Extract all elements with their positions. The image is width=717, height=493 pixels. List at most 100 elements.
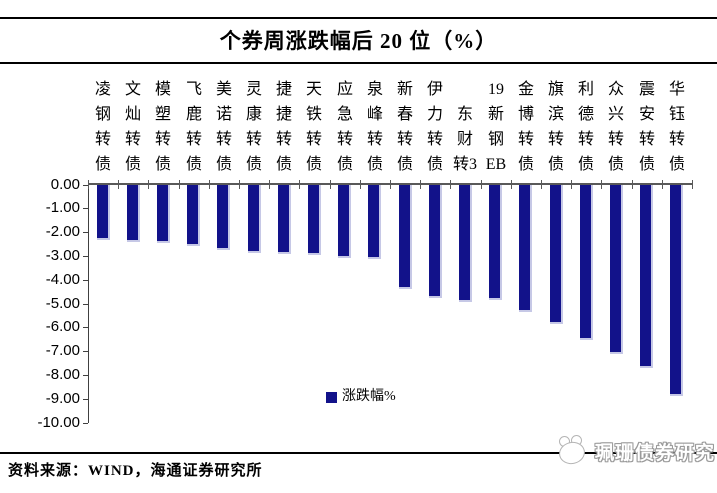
category-label-char: 美 bbox=[215, 81, 232, 98]
figure-bottom-border bbox=[0, 452, 717, 454]
category-label-char: 债 bbox=[366, 156, 383, 173]
category-label-char: 伊 bbox=[426, 81, 443, 98]
category-label-char: 转 bbox=[336, 131, 353, 148]
category-label-char: 诺 bbox=[215, 106, 232, 123]
category-label-char: 钢 bbox=[487, 131, 504, 148]
category-label: 19 新钢 EB bbox=[481, 76, 511, 177]
y-tick-label: 0.00 bbox=[50, 176, 80, 193]
category-label-char: 债 bbox=[517, 156, 534, 173]
category-label-char: 19 bbox=[488, 81, 504, 98]
y-axis-tick bbox=[83, 399, 88, 400]
category-label-char: 债 bbox=[336, 156, 353, 173]
category-label-char: 债 bbox=[607, 156, 624, 173]
title-box-bottom-border bbox=[0, 62, 717, 64]
y-tick-label: -10.00 bbox=[37, 414, 80, 431]
category-label: 金博转债 bbox=[511, 76, 541, 177]
category-label-char: 债 bbox=[215, 156, 232, 173]
watermark-logo: 珮珊债券研究 bbox=[556, 430, 715, 472]
category-label-char: 天 bbox=[305, 81, 322, 98]
bar-伊力转债 bbox=[429, 185, 442, 298]
category-label-char: 债 bbox=[396, 156, 413, 173]
category-label-char: 转 bbox=[124, 131, 141, 148]
bar-应急转债 bbox=[338, 185, 351, 258]
category-tick bbox=[632, 180, 633, 189]
category-label-char: 捷 bbox=[275, 81, 292, 98]
category-label-char: 灵 bbox=[245, 81, 262, 98]
category-label-char: 利 bbox=[577, 81, 594, 98]
category-label-char: 安 bbox=[638, 106, 655, 123]
bar-金博转债 bbox=[519, 185, 532, 312]
category-tick bbox=[179, 180, 180, 189]
y-axis-tick bbox=[83, 208, 88, 209]
category-label: 天铁转债 bbox=[299, 76, 329, 177]
category-label: 文灿转债 bbox=[118, 76, 148, 177]
category-label: 泉峰转债 bbox=[360, 76, 390, 177]
category-tick bbox=[239, 180, 240, 189]
category-label: 东财转3 bbox=[450, 76, 480, 177]
y-axis-tick bbox=[83, 423, 88, 424]
category-label: 震安转债 bbox=[632, 76, 662, 177]
category-label-char: 转 bbox=[366, 131, 383, 148]
category-label-char: 转 bbox=[215, 131, 232, 148]
category-tick bbox=[662, 180, 663, 189]
category-label-char: EB bbox=[485, 156, 507, 173]
category-label-char: 新 bbox=[487, 106, 504, 123]
category-label-char: 众 bbox=[607, 81, 624, 98]
bar-震安转债 bbox=[640, 185, 653, 368]
category-label: 美诺转债 bbox=[209, 76, 239, 177]
panda-mascot-icon bbox=[556, 435, 589, 467]
category-label-char: 鹿 bbox=[185, 106, 202, 123]
category-label-char: 转 bbox=[396, 131, 413, 148]
category-tick bbox=[299, 180, 300, 189]
category-tick bbox=[481, 180, 482, 189]
legend-swatch-icon bbox=[326, 391, 337, 403]
category-label-char: 峰 bbox=[366, 106, 383, 123]
category-tick bbox=[118, 180, 119, 189]
category-label-char: 债 bbox=[547, 156, 564, 173]
category-label: 凌钢转债 bbox=[88, 76, 118, 177]
bar-旗滨转债 bbox=[550, 185, 563, 324]
category-tick bbox=[209, 180, 210, 189]
category-tick bbox=[88, 180, 89, 189]
category-label-char: 转 bbox=[577, 131, 594, 148]
y-axis-tick bbox=[83, 304, 88, 305]
category-label: 捷捷转债 bbox=[269, 76, 299, 177]
category-tick bbox=[511, 180, 512, 189]
legend: 涨跌幅% bbox=[326, 390, 396, 404]
category-label-char: 灿 bbox=[124, 106, 141, 123]
category-label-char: 铁 bbox=[305, 106, 322, 123]
bar-利德转债 bbox=[580, 185, 593, 340]
category-label-char: 转 bbox=[154, 131, 171, 148]
category-label-char: 债 bbox=[94, 156, 111, 173]
y-axis-tick bbox=[83, 185, 88, 186]
bar-灵康转债 bbox=[248, 185, 261, 253]
category-label-char: 转 bbox=[426, 131, 443, 148]
category-label-char: 新 bbox=[396, 81, 413, 98]
category-label-char: 应 bbox=[336, 81, 353, 98]
bar-凌钢转债 bbox=[97, 185, 110, 240]
y-tick-label: -1.00 bbox=[45, 199, 80, 216]
category-label-char: 债 bbox=[154, 156, 171, 173]
category-label: 伊力转债 bbox=[420, 76, 450, 177]
category-tick bbox=[420, 180, 421, 189]
category-label-char: 转3 bbox=[452, 156, 477, 173]
category-label: 灵康转债 bbox=[239, 76, 269, 177]
category-label-char: 博 bbox=[517, 106, 534, 123]
y-axis-tick bbox=[83, 232, 88, 233]
bar-捷捷转债 bbox=[278, 185, 291, 254]
category-label: 新春转债 bbox=[390, 76, 420, 177]
category-label-char: 财 bbox=[456, 131, 473, 148]
y-tick-label: -5.00 bbox=[45, 295, 80, 312]
y-tick-label: -7.00 bbox=[45, 342, 80, 359]
category-tick bbox=[541, 180, 542, 189]
category-tick bbox=[390, 180, 391, 189]
category-label-char: 债 bbox=[638, 156, 655, 173]
y-tick-label: -6.00 bbox=[45, 318, 80, 335]
category-label: 应急转债 bbox=[330, 76, 360, 177]
category-label-char: 债 bbox=[185, 156, 202, 173]
category-label-char: 华 bbox=[668, 81, 685, 98]
category-label-char: 凌 bbox=[94, 81, 111, 98]
bar-模塑转债 bbox=[157, 185, 170, 243]
category-label-char: 泉 bbox=[366, 81, 383, 98]
